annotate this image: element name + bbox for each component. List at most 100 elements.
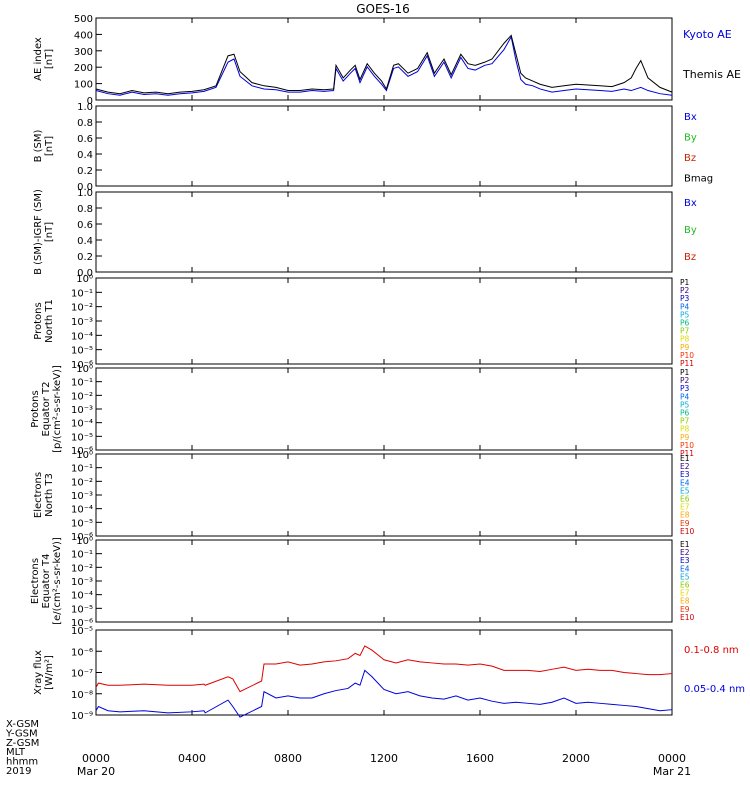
panel-protons_t1: 10⁰ 10⁻¹ 10⁻² 10⁻³ 10⁻⁴ 10⁻⁵ 10⁻⁶ Protons North …	[33, 274, 694, 371]
legend-item: E3	[680, 470, 690, 479]
y-tick-label: 10⁰	[76, 536, 93, 547]
panel-frame	[95, 105, 673, 187]
y-tick-label: 10⁻⁶	[71, 647, 93, 658]
y-axis-label: AE index	[33, 37, 44, 81]
legend-item: Bz	[684, 153, 696, 164]
legend-item: P7	[680, 417, 690, 426]
y-tick-label: 10⁻⁵	[71, 604, 93, 615]
legend-item: P8	[680, 425, 690, 434]
y-axis-label: [W/m²]	[44, 655, 55, 690]
y-axis-label: [p/(cm²-s-sr-keV)]	[52, 365, 63, 453]
y-tick-label: 10⁰	[76, 274, 93, 285]
legend-item: P4	[680, 302, 690, 311]
legend-item: E8	[680, 597, 690, 606]
legend-item: E2	[680, 548, 690, 557]
y-axis-label: North T3	[44, 473, 55, 517]
series-line-0-1-0-8-nm	[95, 645, 673, 693]
panel-frame	[95, 367, 673, 451]
y-axis-label: B (SM)-IGRF (SM)	[33, 189, 44, 275]
panel-frame	[95, 453, 673, 537]
y-tick-label: 0.8	[77, 204, 93, 215]
panel-xray: 10⁻⁵ 10⁻⁶ 10⁻⁷ 10⁻⁸ 10⁻⁹ Xray flux [W/m²] 0.1-0…	[33, 626, 745, 722]
y-tick-label: 0.0	[77, 182, 93, 193]
panel-frame	[95, 191, 673, 273]
y-tick-label: 10⁻⁹	[71, 711, 93, 722]
legend-item: E2	[680, 462, 690, 471]
panel-frame	[95, 539, 673, 623]
legend-item: E9	[680, 519, 690, 528]
legend-item: P3	[680, 384, 690, 393]
legend-item: P5	[680, 400, 690, 409]
y-tick-label: 10⁻¹	[71, 288, 93, 299]
y-tick-label: 10⁻⁴	[71, 505, 93, 516]
y-tick-label: 500	[74, 14, 93, 25]
y-tick-label: 10⁻³	[71, 577, 93, 588]
y-tick-label: 10⁻⁴	[71, 591, 93, 602]
legend-item: P8	[680, 335, 690, 344]
series-line-kyoto-ae	[95, 35, 673, 96]
y-tick-label: 10⁻⁷	[71, 669, 93, 680]
y-axis-label: Xray flux	[33, 650, 44, 695]
series-line-themis-ae	[95, 34, 673, 95]
y-tick-label: 10⁻⁵	[71, 346, 93, 357]
y-tick-label: 10⁻²	[71, 477, 93, 488]
y-axis-label: Protons	[33, 302, 44, 339]
y-tick-label: 10⁻⁶	[71, 360, 93, 371]
panel-ae: 0 100 200 300 400 500 AE index [nT] Kyoto AE Them…	[33, 14, 741, 107]
x-tick-label: 0000	[658, 752, 686, 765]
legend-item: P6	[680, 319, 690, 328]
legend-item: E7	[680, 503, 690, 512]
legend-item: P3	[680, 294, 690, 303]
y-tick-label: 0.6	[77, 220, 93, 231]
legend-item: P6	[680, 409, 690, 418]
legend-item: E3	[680, 556, 690, 565]
legend-item: P11	[680, 359, 694, 368]
legend-item: E1	[680, 454, 690, 463]
x-date-label: Mar 20	[77, 765, 115, 778]
y-tick-label: 0.6	[77, 134, 93, 145]
y-tick-label: 10⁻⁵	[71, 432, 93, 443]
x-tick-label: 0400	[178, 752, 206, 765]
y-tick-label: 400	[74, 30, 93, 41]
legend-item: Bmag	[684, 174, 713, 185]
y-tick-label: 10⁻⁶	[71, 618, 93, 629]
y-tick-label: 10⁻⁴	[71, 331, 93, 342]
y-tick-label: 10⁻¹	[71, 464, 93, 475]
y-tick-label: 10⁻⁶	[71, 532, 93, 543]
y-axis-label: [nT]	[44, 222, 55, 242]
y-tick-label: 1.0	[77, 102, 93, 113]
legend-item: P1	[680, 278, 690, 287]
y-tick-label: 1.0	[77, 188, 93, 199]
y-tick-label: 0	[87, 96, 93, 107]
x-tick-label: 0000	[82, 752, 110, 765]
y-tick-label: 0.4	[77, 236, 93, 247]
legend-item: By	[684, 225, 697, 236]
x-row-label: 2019	[6, 766, 31, 777]
legend-item: E1	[680, 540, 690, 549]
x-tick-label: 1200	[370, 752, 398, 765]
y-axis-label: Protons	[30, 390, 41, 427]
panel-frame	[95, 277, 673, 365]
x-tick-label: 1600	[466, 752, 494, 765]
legend-item: P10	[680, 351, 694, 360]
y-tick-label: 10⁻³	[71, 317, 93, 328]
y-tick-label: 0.8	[77, 118, 93, 129]
legend-item: E10	[680, 527, 695, 536]
y-tick-label: 10⁻¹	[71, 550, 93, 561]
y-tick-label: 300	[74, 47, 93, 58]
legend-item: E4	[680, 564, 690, 573]
y-tick-label: 0.2	[77, 252, 93, 263]
y-tick-label: 10⁻³	[71, 405, 93, 416]
x-tick-label: 2000	[562, 752, 590, 765]
legend-item: P11	[680, 449, 694, 458]
y-axis-label: [e/(cm²-s-sr-keV)]	[52, 537, 63, 625]
y-tick-label: 10⁻⁸	[71, 690, 93, 701]
legend-item: E6	[680, 581, 690, 590]
y-axis-label: Electrons	[33, 472, 44, 518]
y-tick-label: 10⁻⁵	[71, 518, 93, 529]
legend-item: P2	[680, 286, 690, 295]
y-tick-label: 200	[74, 63, 93, 74]
figure-title: GOES-16	[356, 2, 410, 16]
panel-electrons_t4: 10⁰ 10⁻¹ 10⁻² 10⁻³ 10⁻⁴ 10⁻⁵ 10⁻⁶ Electrons Equa…	[30, 536, 695, 629]
